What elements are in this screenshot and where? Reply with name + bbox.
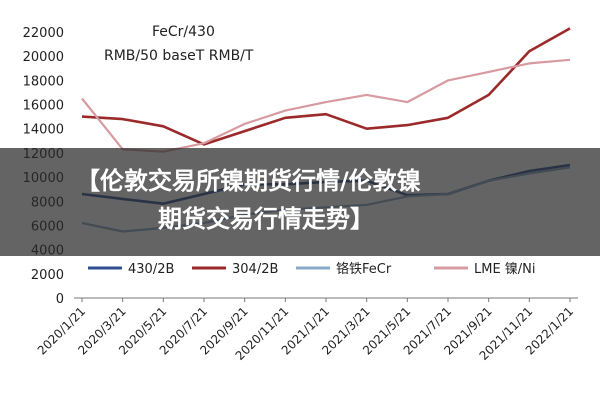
- y-tick-label: 14000: [23, 123, 64, 138]
- y-tick-label: 16000: [23, 99, 64, 114]
- y-tick-label: 2000: [31, 268, 64, 283]
- chart-legend: 430/2B 304/2B 铬铁FeCr LME 镍/Ni: [88, 261, 536, 277]
- annotation-line-1: FeCr/430: [152, 24, 215, 40]
- annotation-line-2: RMB/50 baseT RMB/T: [104, 48, 254, 64]
- y-tick-label: 20000: [23, 50, 64, 65]
- y-tick-label: 18000: [23, 74, 64, 89]
- legend-label-2: 铬铁FeCr: [336, 261, 392, 277]
- legend-label-3: LME 镍/Ni: [474, 262, 536, 277]
- series-line-3: [81, 58, 571, 153]
- x-axis-ticks: 2020/1/212020/3/212020/5/212020/7/212020…: [35, 298, 576, 363]
- chart-annotation: FeCr/430 RMB/50 baseT RMB/T: [104, 24, 254, 64]
- overlay-title-line-1: 【伦敦交易所镍期货行情/伦敦镍: [76, 167, 421, 195]
- y-tick-label: 22000: [23, 26, 64, 41]
- y-tick-label: 0: [56, 292, 64, 307]
- legend-label-1: 304/2B: [232, 262, 278, 277]
- series-line-1: [81, 27, 571, 146]
- legend-label-0: 430/2B: [128, 262, 174, 277]
- title-overlay-banner: 【伦敦交易所镍期货行情/伦敦镍 期货交易行情走势】: [0, 148, 600, 256]
- overlay-title-line-2: 期货交易行情走势】: [158, 205, 374, 233]
